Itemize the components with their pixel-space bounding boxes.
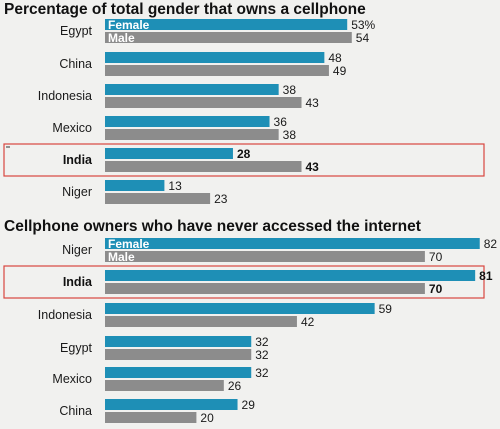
category-label-china: China xyxy=(59,57,92,71)
value-label-female-niger: 82 xyxy=(484,237,498,251)
bar-female-niger xyxy=(105,180,165,191)
legend-male: Male xyxy=(108,31,135,45)
bar-male-indonesia xyxy=(105,316,297,327)
category-label-india: India xyxy=(63,275,93,289)
legend-male: Male xyxy=(108,250,135,264)
value-label-female-mexico: 36 xyxy=(274,115,288,129)
bar-male-china xyxy=(105,412,197,423)
value-label-male-egypt: 32 xyxy=(255,348,269,362)
bar-male-niger xyxy=(105,251,425,262)
chart-title-1: Percentage of total gender that owns a c… xyxy=(4,1,366,18)
category-label-china: China xyxy=(59,404,92,418)
value-label-male-india: 70 xyxy=(429,282,443,296)
value-label-female-egypt: 32 xyxy=(255,335,269,349)
bar-male-mexico xyxy=(105,380,224,391)
value-label-female-mexico: 32 xyxy=(255,366,269,380)
highlight-box-india xyxy=(3,143,485,177)
bar-female-india xyxy=(105,148,233,159)
value-label-female-china: 48 xyxy=(328,51,342,65)
legend-female: Female xyxy=(108,237,150,251)
value-label-male-niger: 23 xyxy=(214,192,228,206)
category-label-mexico: Mexico xyxy=(52,372,92,386)
value-label-female-indonesia: 59 xyxy=(379,302,393,316)
category-label-indonesia: Indonesia xyxy=(38,308,92,322)
value-label-male-china: 49 xyxy=(333,64,347,78)
value-label-male-niger: 70 xyxy=(429,250,443,264)
value-label-female-india: 81 xyxy=(479,269,493,283)
category-label-india: India xyxy=(63,153,93,167)
bar-male-niger xyxy=(105,193,211,204)
category-label-indonesia: Indonesia xyxy=(38,89,92,103)
chart-title-2: Cellphone owners who have never accessed… xyxy=(4,218,421,235)
category-label-egypt: Egypt xyxy=(60,24,92,38)
bar-female-china xyxy=(105,399,238,410)
value-label-female-india: 28 xyxy=(237,147,251,161)
value-label-female-indonesia: 38 xyxy=(283,83,297,97)
value-label-female-niger: 13 xyxy=(168,179,182,193)
bar-female-indonesia xyxy=(105,84,279,95)
bar-female-egypt xyxy=(105,336,252,347)
value-label-male-mexico: 38 xyxy=(283,128,297,142)
value-label-male-indonesia: 42 xyxy=(301,315,315,329)
category-label-mexico: Mexico xyxy=(52,121,92,135)
bar-female-indonesia xyxy=(105,303,375,314)
bar-male-china xyxy=(105,65,329,76)
bar-female-india xyxy=(105,270,476,281)
bar-male-india xyxy=(105,283,425,294)
bar-female-mexico xyxy=(105,367,252,378)
value-label-female-china: 29 xyxy=(242,398,256,412)
bar-male-india xyxy=(105,161,302,172)
bar-male-indonesia xyxy=(105,97,302,108)
bar-male-egypt xyxy=(105,32,352,43)
legend-female: Female xyxy=(108,18,150,32)
value-label-male-indonesia: 43 xyxy=(306,96,320,110)
bar-female-egypt xyxy=(105,19,348,30)
category-label-niger: Niger xyxy=(62,185,92,199)
bar-male-egypt xyxy=(105,349,252,360)
value-label-male-egypt: 54 xyxy=(356,31,370,45)
value-label-male-mexico: 26 xyxy=(228,379,242,393)
value-label-male-india: 43 xyxy=(306,160,320,174)
bar-female-mexico xyxy=(105,116,270,127)
value-label-male-china: 20 xyxy=(200,411,214,425)
bar-female-china xyxy=(105,52,325,63)
value-label-female-egypt: 53% xyxy=(351,18,375,32)
category-label-niger: Niger xyxy=(62,243,92,257)
bar-male-mexico xyxy=(105,129,279,140)
category-label-egypt: Egypt xyxy=(60,341,92,355)
highlight-box-india xyxy=(3,265,485,299)
bar-female-niger xyxy=(105,238,480,249)
